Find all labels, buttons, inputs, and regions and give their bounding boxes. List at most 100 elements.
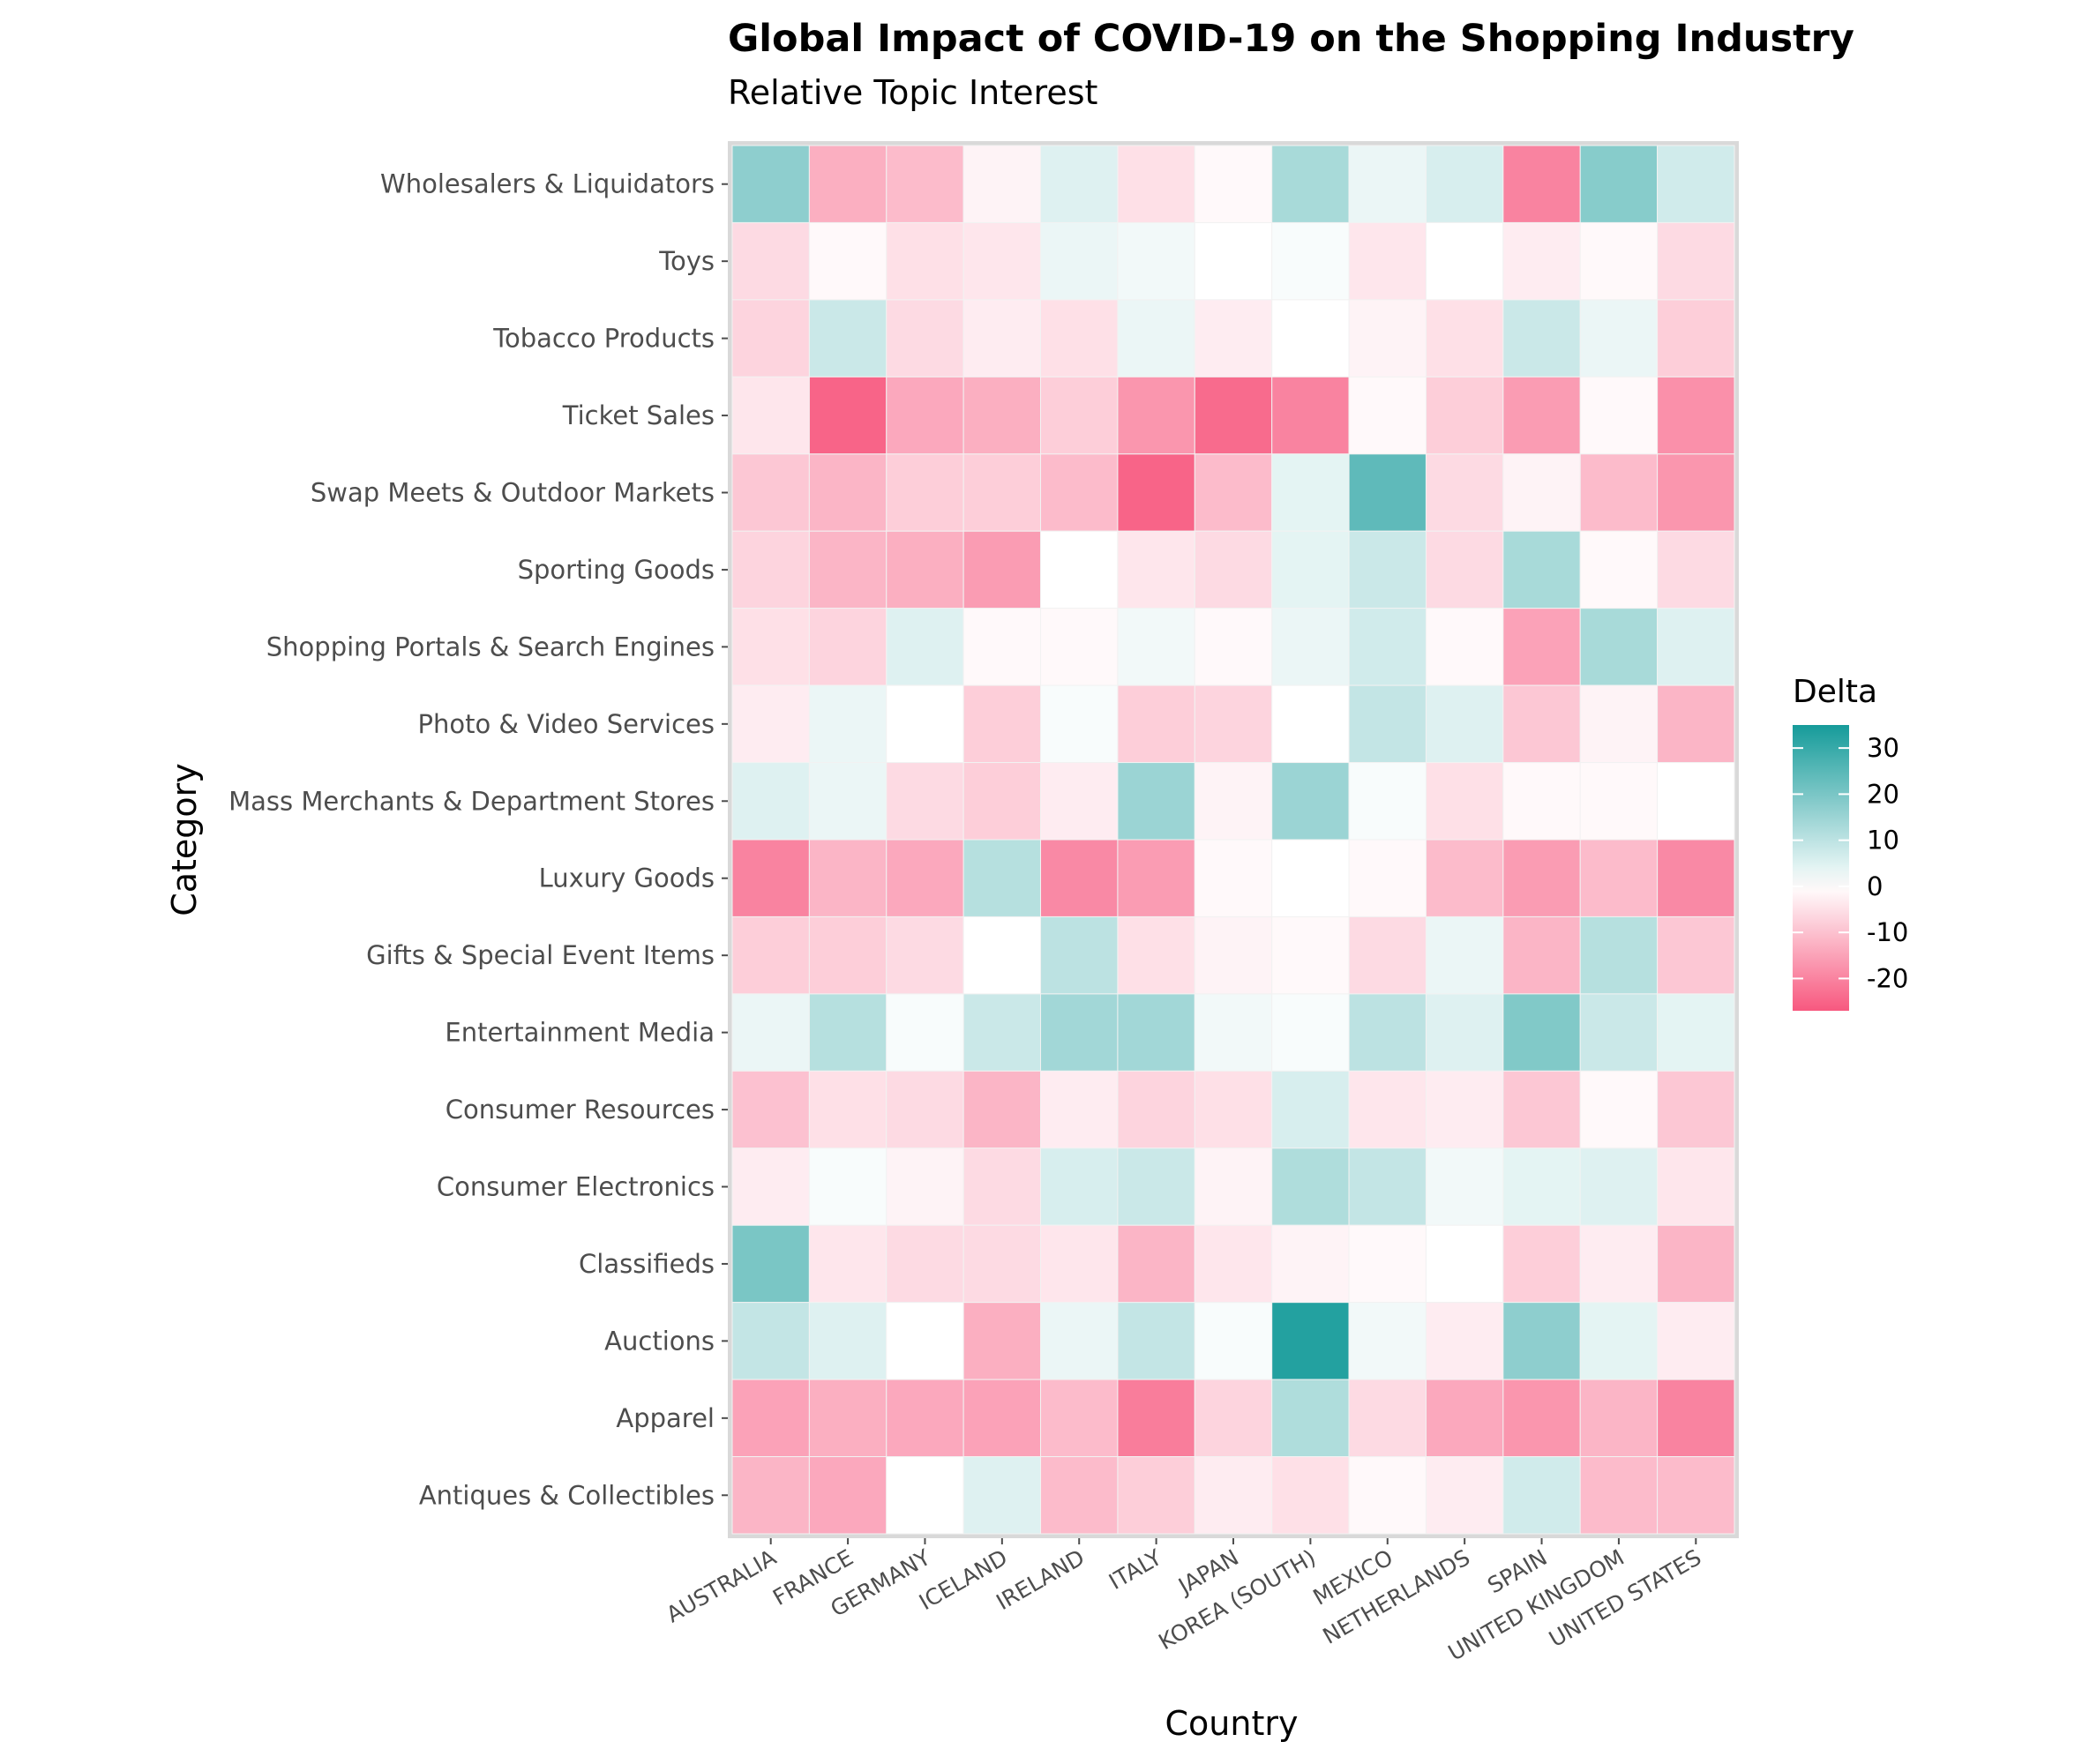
heatmap-cell	[1040, 299, 1119, 377]
heatmap-cell	[1040, 1147, 1119, 1226]
legend: Delta 30 20 10 0 -10 -20	[1793, 674, 1908, 1011]
heatmap-cell	[886, 684, 964, 764]
heatmap-cell	[1271, 993, 1350, 1072]
heatmap-cell	[1348, 376, 1427, 455]
heatmap-cell	[962, 684, 1042, 764]
heatmap-cell	[1579, 221, 1659, 301]
heatmap-cell	[1194, 1070, 1273, 1149]
heatmap-cell	[886, 1070, 964, 1149]
heatmap-cell	[886, 145, 964, 223]
heatmap-cell	[1425, 1070, 1504, 1149]
heatmap-cell	[1502, 916, 1581, 995]
heatmap-cell	[1425, 1379, 1504, 1458]
heatmap-cell	[1657, 839, 1735, 917]
heatmap-cell	[808, 530, 887, 609]
heatmap-cell	[1117, 145, 1195, 223]
heatmap-cell	[808, 993, 887, 1072]
heatmap-cell	[962, 1456, 1042, 1535]
heatmap-cell	[1040, 221, 1119, 301]
y-axis-title: Category	[165, 763, 204, 916]
heatmap-cell	[731, 1456, 810, 1535]
heatmap-cell	[1040, 1379, 1119, 1458]
heatmap-cell	[1579, 145, 1659, 223]
heatmap-cell	[886, 530, 964, 609]
y-tick-label: Entertainment Media	[445, 1018, 715, 1048]
heatmap-cell	[1194, 1379, 1273, 1458]
heatmap-cell	[1425, 453, 1504, 532]
y-tick-label: Auctions	[604, 1326, 715, 1356]
heatmap-cell	[1194, 376, 1273, 455]
heatmap-cell	[1579, 376, 1659, 455]
heatmap-cell	[1271, 530, 1350, 609]
heatmap-cell	[962, 221, 1042, 301]
heatmap-cell	[1579, 1456, 1659, 1535]
heatmap-cell	[1579, 1379, 1659, 1458]
heatmap-cell	[962, 1147, 1042, 1226]
heatmap-cell	[1425, 684, 1504, 764]
heatmap-cell	[1502, 1456, 1581, 1535]
heatmap-cell	[1117, 376, 1195, 455]
heatmap-cell	[886, 993, 964, 1072]
legend-tick-label: -20	[1867, 963, 1908, 993]
y-tick-label: Ticket Sales	[562, 400, 715, 430]
heatmap-cell	[1194, 299, 1273, 377]
heatmap-cell	[1579, 299, 1659, 377]
heatmap-cell	[1117, 453, 1195, 532]
heatmap-cell	[962, 299, 1042, 377]
heatmap-cell	[808, 762, 887, 841]
legend-ticks: 30 20 10 0 -10 -20	[1793, 733, 1908, 993]
heatmap-cell	[1657, 916, 1735, 995]
heatmap-cell	[886, 608, 964, 686]
heatmap-cell	[1425, 1302, 1504, 1380]
heatmap-cell	[1425, 1147, 1504, 1226]
y-tick-label: Consumer Resources	[446, 1095, 715, 1125]
heatmap-cell	[1579, 608, 1659, 686]
heatmap-cell	[1502, 453, 1581, 532]
legend-tick-label: 30	[1867, 733, 1899, 763]
heatmap-cell	[1425, 221, 1504, 301]
heatmap-cell	[1348, 1379, 1427, 1458]
heatmap-cell	[1348, 1456, 1427, 1535]
heatmap-cell	[962, 1302, 1042, 1380]
heatmap-cell	[1117, 762, 1195, 841]
heatmap-cell	[1271, 839, 1350, 917]
heatmap-cell	[1271, 1070, 1350, 1149]
heatmap-cell	[1348, 762, 1427, 841]
heatmap-cell	[1657, 1456, 1735, 1535]
heatmap-cell	[1348, 1302, 1427, 1380]
heatmap-cell	[1117, 1147, 1195, 1226]
legend-tick-label: 10	[1867, 826, 1899, 856]
heatmap-cell	[1579, 839, 1659, 917]
heatmap-cell	[808, 1379, 887, 1458]
heatmap-cell	[1194, 1147, 1273, 1226]
y-tick-label: Apparel	[616, 1403, 715, 1433]
y-tick-label: Consumer Electronics	[437, 1172, 715, 1202]
heatmap-cell	[1348, 299, 1427, 377]
heatmap-cell	[1117, 1070, 1195, 1149]
heatmap-cell	[1040, 145, 1119, 223]
y-tick-label: Classifieds	[579, 1249, 715, 1279]
heatmap-cell	[1657, 1147, 1735, 1226]
y-tick-label: Sporting Goods	[518, 555, 715, 585]
y-tick-label: Wholesalers & Liquidators	[380, 169, 715, 199]
heatmap-cell	[1040, 1070, 1119, 1149]
heatmap-cell	[1348, 1224, 1427, 1304]
heatmap-cell	[1271, 453, 1350, 532]
heatmap-cell	[1425, 376, 1504, 455]
heatmap-cell	[1425, 530, 1504, 609]
heatmap-cell	[1040, 839, 1119, 917]
heatmap-cell	[1502, 299, 1581, 377]
heatmap-cell	[1502, 762, 1581, 841]
heatmap-cell	[1271, 145, 1350, 223]
heatmap-cell	[808, 221, 887, 301]
heatmap-cell	[1579, 684, 1659, 764]
heatmap-cell	[1117, 916, 1195, 995]
heatmap-cell	[1502, 684, 1581, 764]
heatmap-cell	[1194, 145, 1273, 223]
heatmap-cell	[1040, 1456, 1119, 1535]
heatmap-cell	[1117, 839, 1195, 917]
heatmap-cell	[1271, 221, 1350, 301]
heatmap-cell	[962, 608, 1042, 686]
heatmap-cell	[1348, 684, 1427, 764]
